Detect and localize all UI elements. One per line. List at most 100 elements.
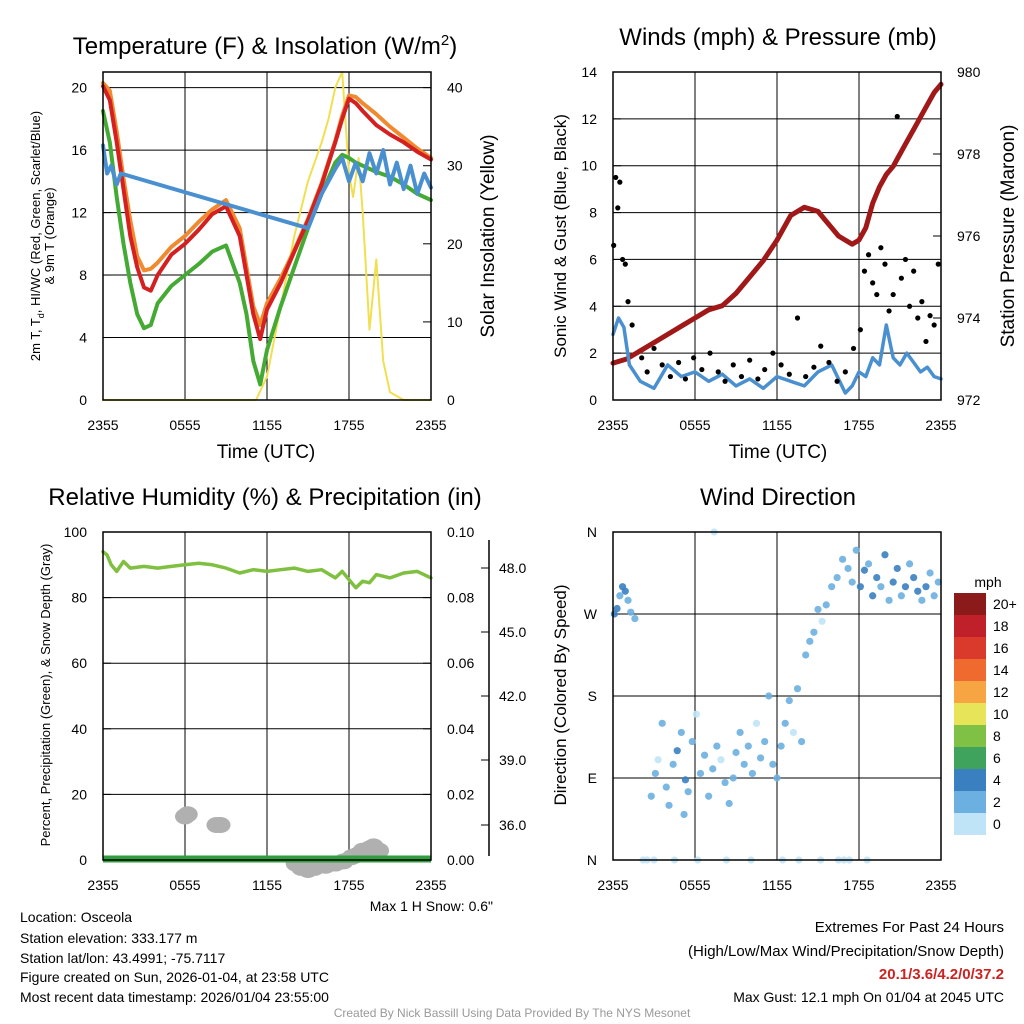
gust-point — [842, 369, 848, 375]
x-tick-label: 0555 — [679, 877, 710, 893]
gust-point — [715, 369, 721, 375]
y2-tick-label: 0.10 — [447, 524, 474, 540]
direction-point — [717, 756, 725, 764]
snow-tick-label: 48.0 — [499, 560, 526, 576]
plot-area-2: 2355 0555 1155 1755 235502468101214972974976… — [581, 64, 980, 433]
winds-y-label-left: Sonic Wind & Gust (Blue, Black) — [551, 114, 570, 358]
winds-x-label: Time (UTC) — [729, 442, 828, 463]
y2-tick-label: 980 — [957, 64, 981, 80]
y2-tick-label: 10 — [447, 314, 463, 330]
legend-swatch — [954, 791, 986, 813]
y2-tick-label: 30 — [447, 158, 463, 174]
winds-panel: Winds (mph) & Pressure (mb) Time (UTC) S… — [551, 24, 1019, 463]
direction-point — [624, 596, 632, 604]
legend-swatch — [954, 703, 986, 725]
direction-point — [709, 765, 717, 773]
x-tick-label: 2355 — [87, 877, 118, 893]
humidity-panel-title: Relative Humidity (%) & Precipitation (i… — [48, 484, 481, 511]
temperature-y-label-left-2: & 9m T (Orange) — [42, 187, 57, 284]
direction-point — [721, 778, 729, 787]
direction-point — [785, 696, 793, 705]
y-tick-label: 80 — [71, 590, 87, 606]
direction-point — [852, 546, 860, 554]
legend-swatch — [954, 769, 986, 791]
snow-depth-point — [210, 817, 231, 833]
gust-point — [911, 268, 917, 274]
speed-legend-title: mph — [974, 574, 1001, 590]
snow-tick-label: 42.0 — [499, 688, 526, 704]
gust-point — [850, 345, 857, 352]
direction-point — [677, 728, 685, 737]
gust-point — [890, 291, 896, 298]
x-tick-label: 1155 — [762, 417, 792, 433]
x-tick-label: 1755 — [843, 417, 874, 433]
gust-point — [622, 261, 628, 267]
direction-point — [669, 760, 677, 768]
legend-swatch — [954, 615, 986, 637]
direction-point — [740, 760, 748, 768]
gust-point — [902, 256, 909, 263]
direction-point — [881, 551, 889, 559]
elevation-label: Station elevation: 333.177 m — [20, 930, 198, 946]
direction-point — [613, 604, 621, 613]
gust-point — [906, 303, 913, 309]
y-tick-label: 2 — [589, 345, 597, 361]
direction-point — [926, 569, 934, 577]
temperature-panel-title: Temperature (F) & Insolation (W/m2) — [73, 32, 457, 60]
plot-area-4: 2355 0555 1155 1755 2355NESWN20+181614121086… — [584, 524, 1017, 893]
direction-point — [806, 637, 814, 645]
direction-point — [828, 583, 836, 591]
x-tick-label: 2355 — [597, 417, 628, 433]
x-tick-label: 2355 — [925, 877, 956, 893]
legend-label: 8 — [993, 728, 1001, 744]
direction-point — [810, 628, 818, 636]
y-tick-label: 16 — [71, 142, 87, 158]
direction-point — [789, 728, 798, 737]
direction-point — [631, 614, 639, 623]
temperature-y-label-right: Solar Insolation (Yellow) — [478, 134, 499, 337]
direction-point — [744, 742, 752, 750]
latlon-label: Station lat/lon: 43.4991; -75.7117 — [20, 950, 226, 966]
recent-data-label: Most recent data timestamp: 2026/01/04 2… — [20, 989, 329, 1005]
direction-point — [736, 728, 744, 737]
direction-point — [793, 685, 802, 693]
direction-point — [885, 596, 893, 604]
chart-marks: 2355 0555 1155 1755 235504812162001020304023… — [64, 64, 1017, 893]
gust-point — [882, 261, 888, 267]
y-tick-label: 100 — [64, 524, 88, 540]
gust-point — [644, 369, 650, 375]
x-tick-label: 2355 — [415, 877, 446, 893]
snow-tick-label: 45.0 — [499, 624, 526, 640]
y-tick-label: 40 — [71, 721, 87, 737]
gust-point — [691, 355, 697, 361]
direction-point — [621, 587, 629, 595]
gust-point — [722, 378, 728, 384]
direction-point — [922, 583, 930, 591]
x-tick-label: 0555 — [169, 877, 200, 893]
y-tick-label: W — [584, 606, 598, 622]
x-tick-label: 2355 — [87, 417, 118, 433]
snow-tick-label: 36.0 — [499, 817, 526, 833]
gust-point — [639, 355, 645, 361]
series-line-hi-wc — [101, 143, 433, 231]
direction-point — [905, 560, 914, 568]
legend-swatch — [954, 813, 986, 835]
winds-panel-title: Winds (mph) & Pressure (mb) — [619, 24, 936, 51]
gust-point — [931, 322, 937, 328]
x-tick-label: 0555 — [169, 417, 200, 433]
direction-point — [627, 608, 635, 616]
gust-point — [898, 275, 904, 281]
direction-point — [680, 810, 688, 819]
legend-label: 16 — [993, 640, 1009, 656]
gust-point — [778, 362, 784, 368]
direction-point — [673, 747, 681, 755]
gust-point — [770, 350, 776, 356]
direction-point — [934, 578, 942, 586]
snow-depth-point — [177, 806, 198, 823]
direction-point — [681, 776, 690, 784]
x-tick-label: 1155 — [252, 877, 282, 893]
direction-point — [658, 719, 666, 727]
extremes-subheading: (High/Low/Max Wind/Precipitation/Snow De… — [688, 943, 1004, 960]
direction-point — [848, 578, 856, 586]
